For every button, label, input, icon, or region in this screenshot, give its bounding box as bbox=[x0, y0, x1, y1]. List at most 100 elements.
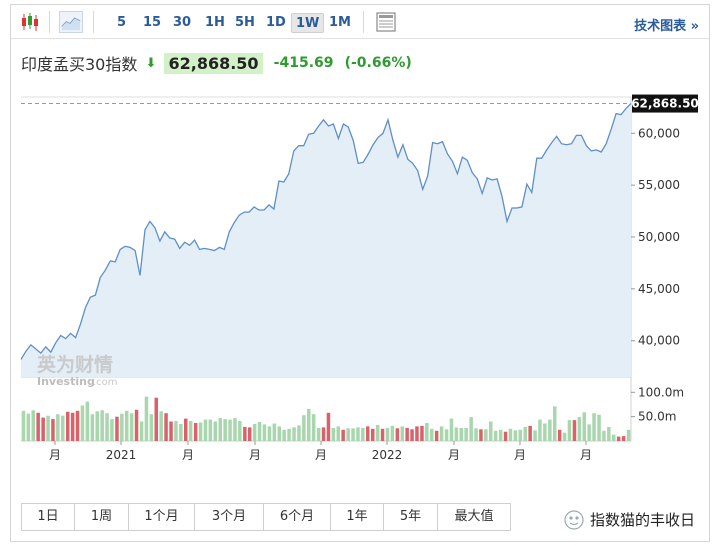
volume-bar bbox=[400, 426, 404, 441]
volume-bar bbox=[582, 412, 586, 441]
volume-bar bbox=[66, 411, 70, 441]
volume-bar bbox=[469, 417, 473, 441]
volume-bar bbox=[415, 426, 419, 441]
volume-bar bbox=[164, 413, 168, 441]
volume-bar bbox=[198, 422, 203, 441]
volume-bar bbox=[272, 423, 277, 441]
volume-bar bbox=[120, 413, 124, 441]
volume-bar bbox=[169, 421, 173, 441]
volume-bar bbox=[621, 436, 626, 441]
volume-bar bbox=[405, 427, 409, 441]
volume-bar bbox=[297, 425, 301, 441]
volume-bar bbox=[228, 419, 232, 441]
volume-bar bbox=[503, 431, 508, 441]
period-1d[interactable]: 1D bbox=[266, 15, 286, 30]
range-button[interactable]: 1周 bbox=[75, 504, 129, 530]
volume-bar bbox=[179, 424, 183, 441]
x-tick-label: 月 bbox=[448, 448, 460, 462]
volume-bar bbox=[410, 429, 414, 441]
volume-bar bbox=[479, 429, 483, 441]
volume-bar bbox=[36, 412, 40, 441]
volume-bar bbox=[75, 410, 80, 441]
volume-bar bbox=[267, 426, 272, 441]
range-button[interactable]: 1年 bbox=[331, 504, 384, 530]
range-button[interactable]: 6个月 bbox=[264, 504, 331, 530]
range-button[interactable]: 3个月 bbox=[195, 504, 264, 530]
volume-bar bbox=[493, 430, 498, 441]
news-table-icon[interactable] bbox=[375, 11, 397, 33]
period-5h[interactable]: 5H bbox=[235, 15, 255, 30]
volume-bar bbox=[489, 421, 493, 441]
volume-bar bbox=[346, 428, 350, 441]
volume-bar bbox=[129, 413, 134, 441]
y-tick-label: 55,000 bbox=[638, 178, 680, 192]
volume-bar bbox=[100, 410, 104, 441]
volume-bar bbox=[85, 401, 90, 441]
volume-bar bbox=[134, 409, 139, 441]
x-tick-label: 月 bbox=[514, 448, 526, 462]
last-price-tag bbox=[632, 94, 698, 113]
volume-bar bbox=[420, 425, 424, 441]
period-15[interactable]: 15 bbox=[143, 15, 162, 30]
volume-bar bbox=[567, 420, 572, 441]
volume-bar bbox=[553, 406, 557, 441]
area-chart-icon[interactable] bbox=[59, 11, 83, 33]
volume-bar bbox=[528, 425, 532, 441]
y-tick-label: 40,000 bbox=[638, 334, 680, 348]
price-chart[interactable]: 62,868.50 40,000 45,000 50,000 55,000 60,000 1… bbox=[11, 5, 709, 495]
volume-bar bbox=[336, 426, 340, 441]
period-5[interactable]: 5 bbox=[117, 15, 127, 30]
price-area-fill bbox=[21, 103, 631, 377]
range-button[interactable]: 最大值 bbox=[438, 504, 510, 530]
volume-bar bbox=[607, 426, 611, 441]
y-tick-label: 60,000 bbox=[638, 126, 680, 140]
range-button[interactable]: 1日 bbox=[22, 504, 75, 530]
volume-bar bbox=[321, 427, 326, 441]
volume-bar bbox=[243, 426, 247, 441]
volume-bar bbox=[233, 418, 237, 441]
volume-bar bbox=[341, 429, 345, 441]
price-change: -415.69 bbox=[273, 55, 334, 71]
period-30[interactable]: 30 bbox=[173, 15, 192, 30]
x-tick-label: 月 bbox=[182, 448, 194, 462]
candlestick-chart-icon[interactable] bbox=[19, 11, 41, 33]
volume-bar bbox=[41, 417, 45, 441]
volume-bar bbox=[262, 424, 267, 441]
time-range-selector: 1日 1周 1个月 3个月 6个月 1年 5年 最大值 bbox=[21, 503, 511, 531]
volume-bar bbox=[508, 428, 513, 441]
volume-bar bbox=[602, 430, 606, 441]
volume-bar bbox=[366, 426, 370, 441]
technical-chart-link[interactable]: 技术图表 » bbox=[634, 19, 699, 34]
volume-bar bbox=[174, 421, 178, 441]
x-tick-label: 月 bbox=[580, 448, 592, 462]
price-series-line[interactable] bbox=[20, 103, 632, 360]
volume-bar bbox=[356, 427, 360, 441]
volume-bar bbox=[587, 424, 591, 441]
down-arrow-icon: ⬇ bbox=[145, 55, 157, 71]
range-button[interactable]: 5年 bbox=[384, 504, 438, 530]
volume-bar bbox=[51, 419, 55, 441]
period-1h[interactable]: 1H bbox=[205, 15, 225, 30]
instrument-header: 印度孟买30指数 ⬇ 62,868.50 -415.69 (-0.66%) bbox=[21, 51, 412, 75]
volume-bar bbox=[193, 423, 198, 441]
period-1m[interactable]: 1M bbox=[329, 15, 351, 30]
volume-bar bbox=[592, 413, 596, 441]
volume-bar bbox=[248, 427, 252, 441]
volume-bar bbox=[277, 426, 281, 441]
volume-bar bbox=[385, 427, 390, 441]
volume-bar bbox=[518, 429, 522, 441]
period-1w[interactable]: 1W bbox=[291, 13, 325, 33]
volume-bar bbox=[149, 414, 154, 441]
volume-bar bbox=[464, 427, 468, 441]
x-tick-label: 月 bbox=[249, 448, 261, 462]
volume-bar bbox=[21, 410, 26, 441]
volume-bar bbox=[439, 426, 444, 441]
volume-bar bbox=[80, 405, 85, 441]
volume-bar bbox=[331, 427, 336, 441]
range-button[interactable]: 1个月 bbox=[129, 504, 195, 530]
volume-bar bbox=[498, 429, 503, 441]
x-tick-label: 2022 bbox=[372, 448, 403, 462]
volume-bar bbox=[562, 432, 567, 441]
volume-bar bbox=[282, 429, 286, 441]
investing-logo-en: Investing bbox=[37, 375, 95, 388]
